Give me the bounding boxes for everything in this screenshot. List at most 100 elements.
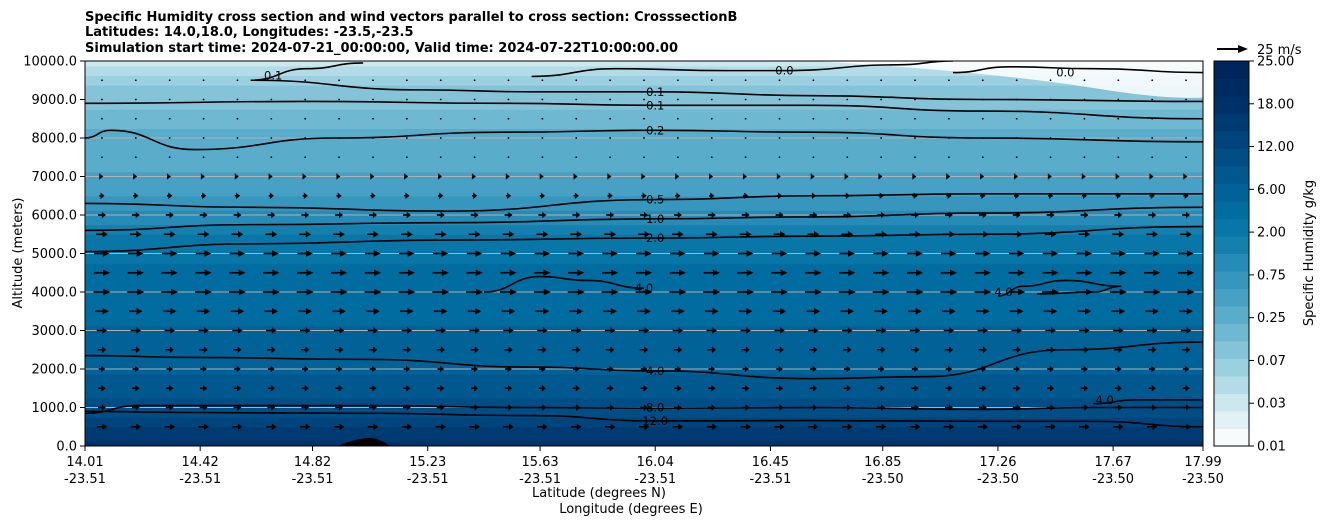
wind-vector-head bbox=[269, 192, 274, 199]
wind-vector-head bbox=[879, 192, 884, 199]
wind-vector-head bbox=[1118, 327, 1124, 334]
wind-vector bbox=[981, 137, 984, 139]
wind-vector-head bbox=[238, 231, 244, 238]
humidity-band bbox=[85, 80, 1203, 86]
wind-vector-head bbox=[102, 327, 108, 334]
x-tick-label-lat: 16.85 bbox=[864, 455, 901, 470]
wind-vector-head bbox=[1115, 173, 1120, 180]
wind-vector bbox=[405, 156, 408, 159]
wind-vector-head bbox=[915, 250, 923, 257]
wind-vector-head bbox=[440, 346, 445, 353]
wind-vector bbox=[236, 156, 239, 159]
wind-vector-head bbox=[1185, 211, 1190, 219]
contour-line bbox=[1093, 398, 1203, 405]
wind-vector-head bbox=[912, 173, 917, 180]
wind-vector bbox=[1049, 156, 1052, 159]
wind-vector-head bbox=[675, 173, 680, 180]
wind-vector-head bbox=[1049, 192, 1054, 199]
y-axis-label: Altitude (meters) bbox=[11, 198, 26, 309]
colorbar-swatch bbox=[1214, 61, 1249, 79]
wind-vector-head bbox=[846, 365, 851, 373]
wind-vector-head bbox=[475, 308, 482, 315]
wind-vector bbox=[338, 137, 340, 139]
wind-vector-head bbox=[776, 173, 781, 180]
wind-vector bbox=[439, 117, 442, 120]
wind-vector-head bbox=[1050, 211, 1055, 219]
wind-vector bbox=[507, 117, 510, 120]
wind-vector-head bbox=[745, 385, 750, 392]
humidity-band bbox=[85, 166, 1203, 173]
wind-vector-head bbox=[845, 192, 850, 199]
wind-vector-head bbox=[711, 385, 716, 392]
wind-vector-head bbox=[270, 385, 275, 392]
wind-vector-head bbox=[1081, 173, 1086, 180]
y-tick-label: 6000.0 bbox=[32, 209, 78, 224]
wind-vector-head bbox=[848, 288, 856, 296]
wind-vector-head bbox=[507, 192, 512, 199]
contour-label: 4.0 bbox=[994, 285, 1012, 299]
wind-vector-head bbox=[238, 250, 246, 257]
wind-vector-head bbox=[1149, 173, 1154, 180]
wind-vector bbox=[1117, 117, 1120, 120]
wind-vector-head bbox=[844, 173, 849, 180]
wind-vector-head bbox=[373, 308, 380, 315]
wind-vector-head bbox=[168, 192, 173, 199]
wind-vector bbox=[1185, 79, 1187, 82]
wind-vector bbox=[304, 117, 307, 120]
wind-vector-head bbox=[169, 385, 174, 392]
humidity-band bbox=[85, 99, 1203, 105]
wind-vector-head bbox=[746, 327, 751, 334]
wind-vector-head bbox=[540, 192, 545, 199]
wind-vector-head bbox=[915, 423, 921, 430]
wind-vector-head bbox=[746, 250, 754, 257]
wind-vector-head bbox=[508, 211, 513, 219]
wind-vector bbox=[1015, 156, 1018, 159]
wind-vector-head bbox=[238, 288, 246, 296]
wind-vector-head bbox=[474, 346, 479, 353]
wind-vector-head bbox=[339, 423, 345, 430]
humidity-band bbox=[85, 441, 1203, 446]
wind-vector-head bbox=[1051, 423, 1056, 430]
humidity-band bbox=[85, 229, 1203, 235]
humidity-band bbox=[85, 104, 1203, 110]
x-tick-label-lon: -23.50 bbox=[1182, 472, 1224, 487]
humidity-band bbox=[85, 359, 1203, 365]
wind-vector bbox=[202, 156, 205, 159]
contour-label: 2.0 bbox=[646, 231, 664, 245]
wind-vector-head bbox=[1152, 211, 1157, 219]
title-line-2: Latitudes: 14.0,18.0, Longitudes: -23.5,… bbox=[85, 25, 414, 40]
x-tick-label-lon: -23.50 bbox=[862, 472, 904, 487]
colorbar-tick-label: 0.25 bbox=[1257, 311, 1286, 326]
wind-vector bbox=[101, 98, 103, 101]
wind-vector bbox=[981, 117, 984, 120]
wind-vector bbox=[372, 117, 374, 120]
wind-vector-head bbox=[778, 365, 783, 373]
wind-vector-head bbox=[337, 192, 342, 199]
wind-vector-head bbox=[881, 211, 886, 219]
wind-vector-head bbox=[744, 365, 749, 373]
wind-vector-head bbox=[980, 173, 985, 180]
contour-label: 0.0 bbox=[775, 64, 793, 78]
colorbar-label: Specific Humidity g/kg bbox=[1302, 180, 1317, 326]
wind-vector-head bbox=[338, 365, 343, 373]
wind-vector-head bbox=[914, 404, 919, 411]
y-tick-label: 5000.0 bbox=[32, 247, 78, 262]
humidity-band bbox=[85, 349, 1203, 356]
wind-vector-head bbox=[981, 192, 986, 199]
wind-vector-head bbox=[881, 327, 887, 334]
wind-vector bbox=[1151, 98, 1154, 101]
wind-vector bbox=[710, 156, 713, 159]
wind-vector-head bbox=[271, 211, 276, 219]
wind-vector-head bbox=[305, 308, 313, 315]
y-tick-label: 2000.0 bbox=[32, 363, 78, 378]
wind-vector bbox=[1083, 79, 1086, 82]
wind-vector bbox=[236, 98, 239, 101]
wind-vector-head bbox=[1050, 404, 1055, 411]
wind-vector-head bbox=[404, 173, 409, 180]
wind-vector-head bbox=[641, 173, 646, 180]
contour-label: 8.0 bbox=[646, 401, 664, 415]
wind-vector-head bbox=[268, 173, 273, 180]
wind-vector-head bbox=[542, 423, 548, 430]
contour-label: 4.0 bbox=[646, 364, 664, 378]
x-tick-label-lon: -23.50 bbox=[977, 472, 1019, 487]
